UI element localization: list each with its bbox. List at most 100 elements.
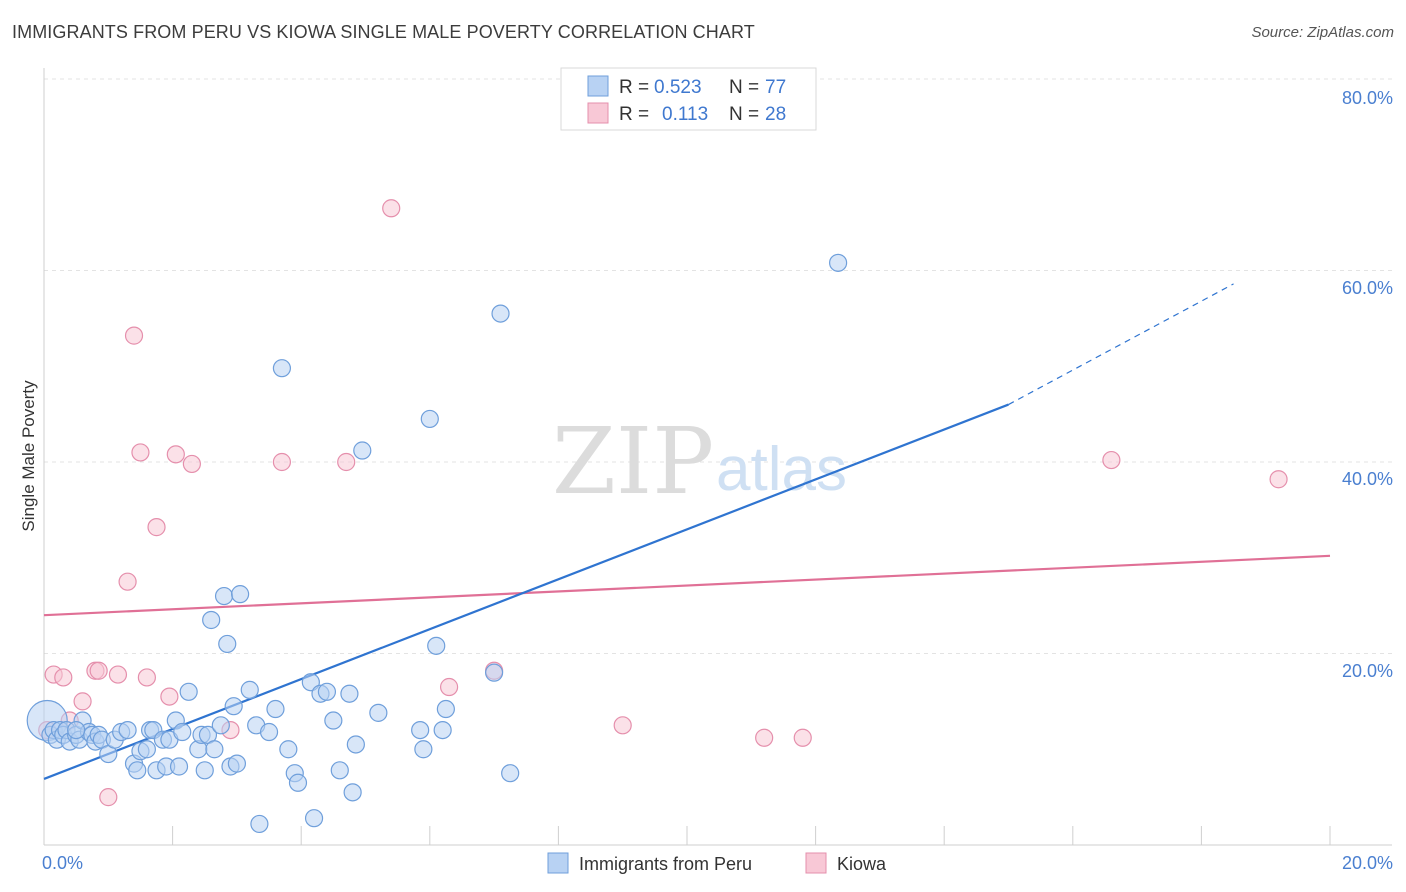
kiowa-point [1269, 470, 1288, 489]
peru-point [231, 585, 250, 604]
peru-point [288, 773, 308, 792]
peru-point [343, 783, 362, 802]
trend-lines [43, 283, 1331, 780]
legend-r-label: R = [619, 77, 649, 98]
kiowa-point [73, 692, 92, 711]
peru-point [137, 740, 156, 759]
kiowa-point [108, 665, 128, 684]
peru-point [67, 720, 86, 740]
kiowa-point [755, 728, 774, 747]
peru-point [202, 610, 221, 630]
peru-point [266, 699, 285, 719]
kiowa-point [439, 677, 459, 697]
peru-point [250, 814, 269, 834]
y-tick-label: 40.0% [1342, 469, 1393, 489]
legend-n-label: N = [729, 77, 759, 98]
kiowa-point [272, 452, 292, 472]
trendline-kiowa [43, 554, 1331, 617]
peru-point [304, 809, 324, 828]
watermark-zip: ZIP [552, 408, 714, 515]
trendline-peru [43, 403, 1009, 780]
peru-point [214, 586, 234, 606]
legend-r-value: 0.523 [654, 77, 702, 98]
kiowa-point [89, 661, 108, 680]
y-tick-label: 20.0% [1342, 661, 1393, 681]
series-kiowa-points [38, 199, 1288, 807]
kiowa-point [160, 687, 179, 706]
kiowa-point [182, 454, 201, 474]
peru-point [829, 253, 848, 272]
kiowa-point [166, 445, 185, 464]
peru-point [227, 754, 246, 773]
peru-point [485, 663, 504, 682]
peru-point [128, 761, 147, 780]
peru-point [205, 740, 224, 759]
peru-point [340, 684, 359, 703]
y-tick-labels: 20.0% 40.0% 60.0% 80.0% [1342, 88, 1393, 681]
legend: R = 0.523 N = 77 R = 0.113 N = 28 [560, 67, 817, 131]
legend-r-label: R = [619, 104, 649, 125]
peru-point [317, 682, 337, 701]
bottom-legend-swatch-peru [547, 852, 569, 874]
peru-point [427, 636, 446, 655]
x-tick-label-min: 0.0% [42, 853, 83, 873]
bottom-legend-swatch-kiowa [805, 852, 827, 874]
legend-swatch-peru [587, 75, 609, 97]
kiowa-point [124, 326, 144, 345]
legend-n-value: 28 [765, 104, 786, 125]
peru-point [411, 720, 430, 740]
kiowa-point [54, 668, 73, 687]
peru-point [346, 735, 365, 754]
y-axis-title: Single Male Poverty [19, 380, 38, 532]
peru-point [211, 716, 230, 735]
peru-point [491, 304, 510, 323]
peru-point [259, 722, 279, 742]
kiowa-point [147, 518, 166, 537]
peru-point [330, 761, 349, 780]
legend-swatch-kiowa [587, 102, 609, 124]
kiowa-point [99, 788, 118, 807]
peru-point [179, 682, 198, 701]
peru-point [224, 697, 243, 716]
trendline-peru-extension [1008, 283, 1234, 406]
y-tick-label: 80.0% [1342, 88, 1393, 108]
legend-r-value: 0.113 [662, 104, 708, 125]
peru-point [324, 711, 343, 730]
peru-point [353, 441, 372, 460]
peru-point [240, 680, 259, 699]
peru-point [218, 634, 237, 654]
peru-point [173, 722, 192, 742]
peru-point [272, 359, 292, 378]
legend-n-label: N = [729, 104, 759, 125]
legend-n-value: 77 [765, 77, 786, 98]
bottom-legend-label-kiowa: Kiowa [837, 854, 887, 874]
peru-point [369, 703, 388, 722]
peru-point [195, 761, 214, 780]
kiowa-point [382, 199, 401, 218]
peru-point [420, 409, 439, 429]
y-tick-label: 60.0% [1342, 278, 1393, 298]
bottom-legend: Immigrants from Peru Kiowa [547, 852, 887, 874]
kiowa-point [131, 443, 150, 462]
watermark: ZIP atlas [552, 408, 847, 515]
peru-point [436, 699, 455, 719]
chart-title: IMMIGRANTS FROM PERU VS KIOWA SINGLE MAL… [12, 22, 755, 42]
kiowa-point [613, 716, 632, 735]
series-peru-points [26, 253, 848, 834]
chart-source: Source: ZipAtlas.com [1251, 24, 1394, 41]
kiowa-point [793, 728, 812, 747]
kiowa-point [1102, 450, 1121, 470]
x-tick-label-max: 20.0% [1342, 853, 1393, 873]
x-ticks [43, 826, 1331, 845]
peru-point [501, 764, 520, 783]
peru-point [118, 720, 137, 740]
peru-point [433, 720, 452, 740]
bottom-legend-label-peru: Immigrants from Peru [579, 854, 752, 874]
peru-point [279, 740, 298, 759]
kiowa-point [118, 572, 137, 591]
peru-point [169, 757, 189, 776]
peru-point [414, 740, 433, 759]
gridlines [44, 78, 1392, 654]
kiowa-point [137, 668, 156, 687]
